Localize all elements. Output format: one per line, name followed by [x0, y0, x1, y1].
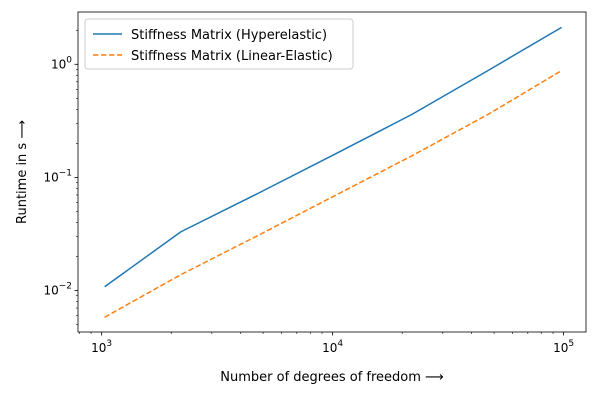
y-axis-label: Runtime in s ⟶ — [15, 120, 30, 224]
series-line-0 — [104, 26, 562, 288]
x-tick-label: 104 — [322, 339, 343, 355]
series-line-1 — [104, 69, 562, 318]
legend-label-linear-elastic: Stiffness Matrix (Linear-Elastic) — [131, 49, 333, 64]
legend: Stiffness Matrix (Hyperelastic) Stiffnes… — [84, 18, 354, 70]
x-tick-label: 103 — [91, 339, 112, 355]
y-tick-label: 10−1 — [43, 168, 72, 184]
tick-layer: 103 104 105 10−2 10−1 100 — [43, 29, 574, 355]
legend-label-hyperelastic: Stiffness Matrix (Hyperelastic) — [131, 28, 327, 43]
x-tick-label: 105 — [553, 339, 574, 355]
legend-box — [84, 18, 354, 70]
series-layer — [104, 26, 562, 318]
y-tick-label: 10−2 — [43, 282, 72, 298]
y-tick-label: 100 — [51, 55, 72, 71]
x-axis-label: Number of degrees of freedom ⟶ — [220, 370, 443, 385]
